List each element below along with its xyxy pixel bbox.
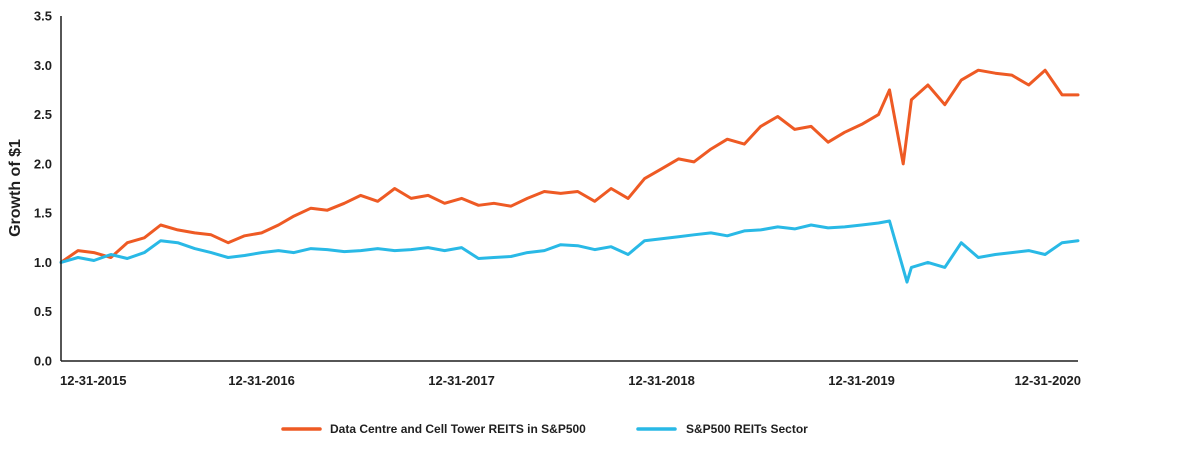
series-layer bbox=[59, 68, 1080, 284]
y-tick-label: 1.0 bbox=[34, 255, 52, 270]
series-line-2 bbox=[59, 219, 1080, 284]
y-tick-label: 1.5 bbox=[34, 206, 52, 221]
y-tick-label: 0.0 bbox=[34, 354, 52, 369]
x-tick-label: 12-31-2018 bbox=[628, 373, 695, 388]
x-tick-label: 12-31-2019 bbox=[828, 373, 895, 388]
y-tick-label: 3.0 bbox=[34, 58, 52, 73]
x-tick-labels: 12-31-2015 12-31-2016 12-31-2017 12-31-2018… bbox=[60, 373, 1081, 388]
x-tick-label: 12-31-2015 bbox=[60, 373, 127, 388]
y-tick-label: 2.5 bbox=[34, 107, 52, 122]
y-tick-label: 0.5 bbox=[34, 304, 52, 319]
x-tick-label: 12-31-2016 bbox=[228, 373, 295, 388]
y-axis-title: Growth of $1 bbox=[7, 139, 24, 237]
legend-label-2: S&P500 REITs Sector bbox=[686, 422, 808, 436]
x-tick-label: 12-31-2020 bbox=[1015, 373, 1082, 388]
legend: Data Centre and Cell Tower REITS in S&P5… bbox=[281, 422, 808, 436]
y-tick-label: 3.5 bbox=[34, 9, 52, 24]
y-tick-label: 2.0 bbox=[34, 156, 52, 171]
series-line-1 bbox=[59, 68, 1080, 264]
x-tick-label: 12-31-2017 bbox=[428, 373, 495, 388]
y-tick-labels: 0.0 0.5 1.0 1.5 2.0 2.5 3.0 3.5 bbox=[34, 9, 52, 369]
legend-label-1: Data Centre and Cell Tower REITS in S&P5… bbox=[330, 422, 586, 436]
